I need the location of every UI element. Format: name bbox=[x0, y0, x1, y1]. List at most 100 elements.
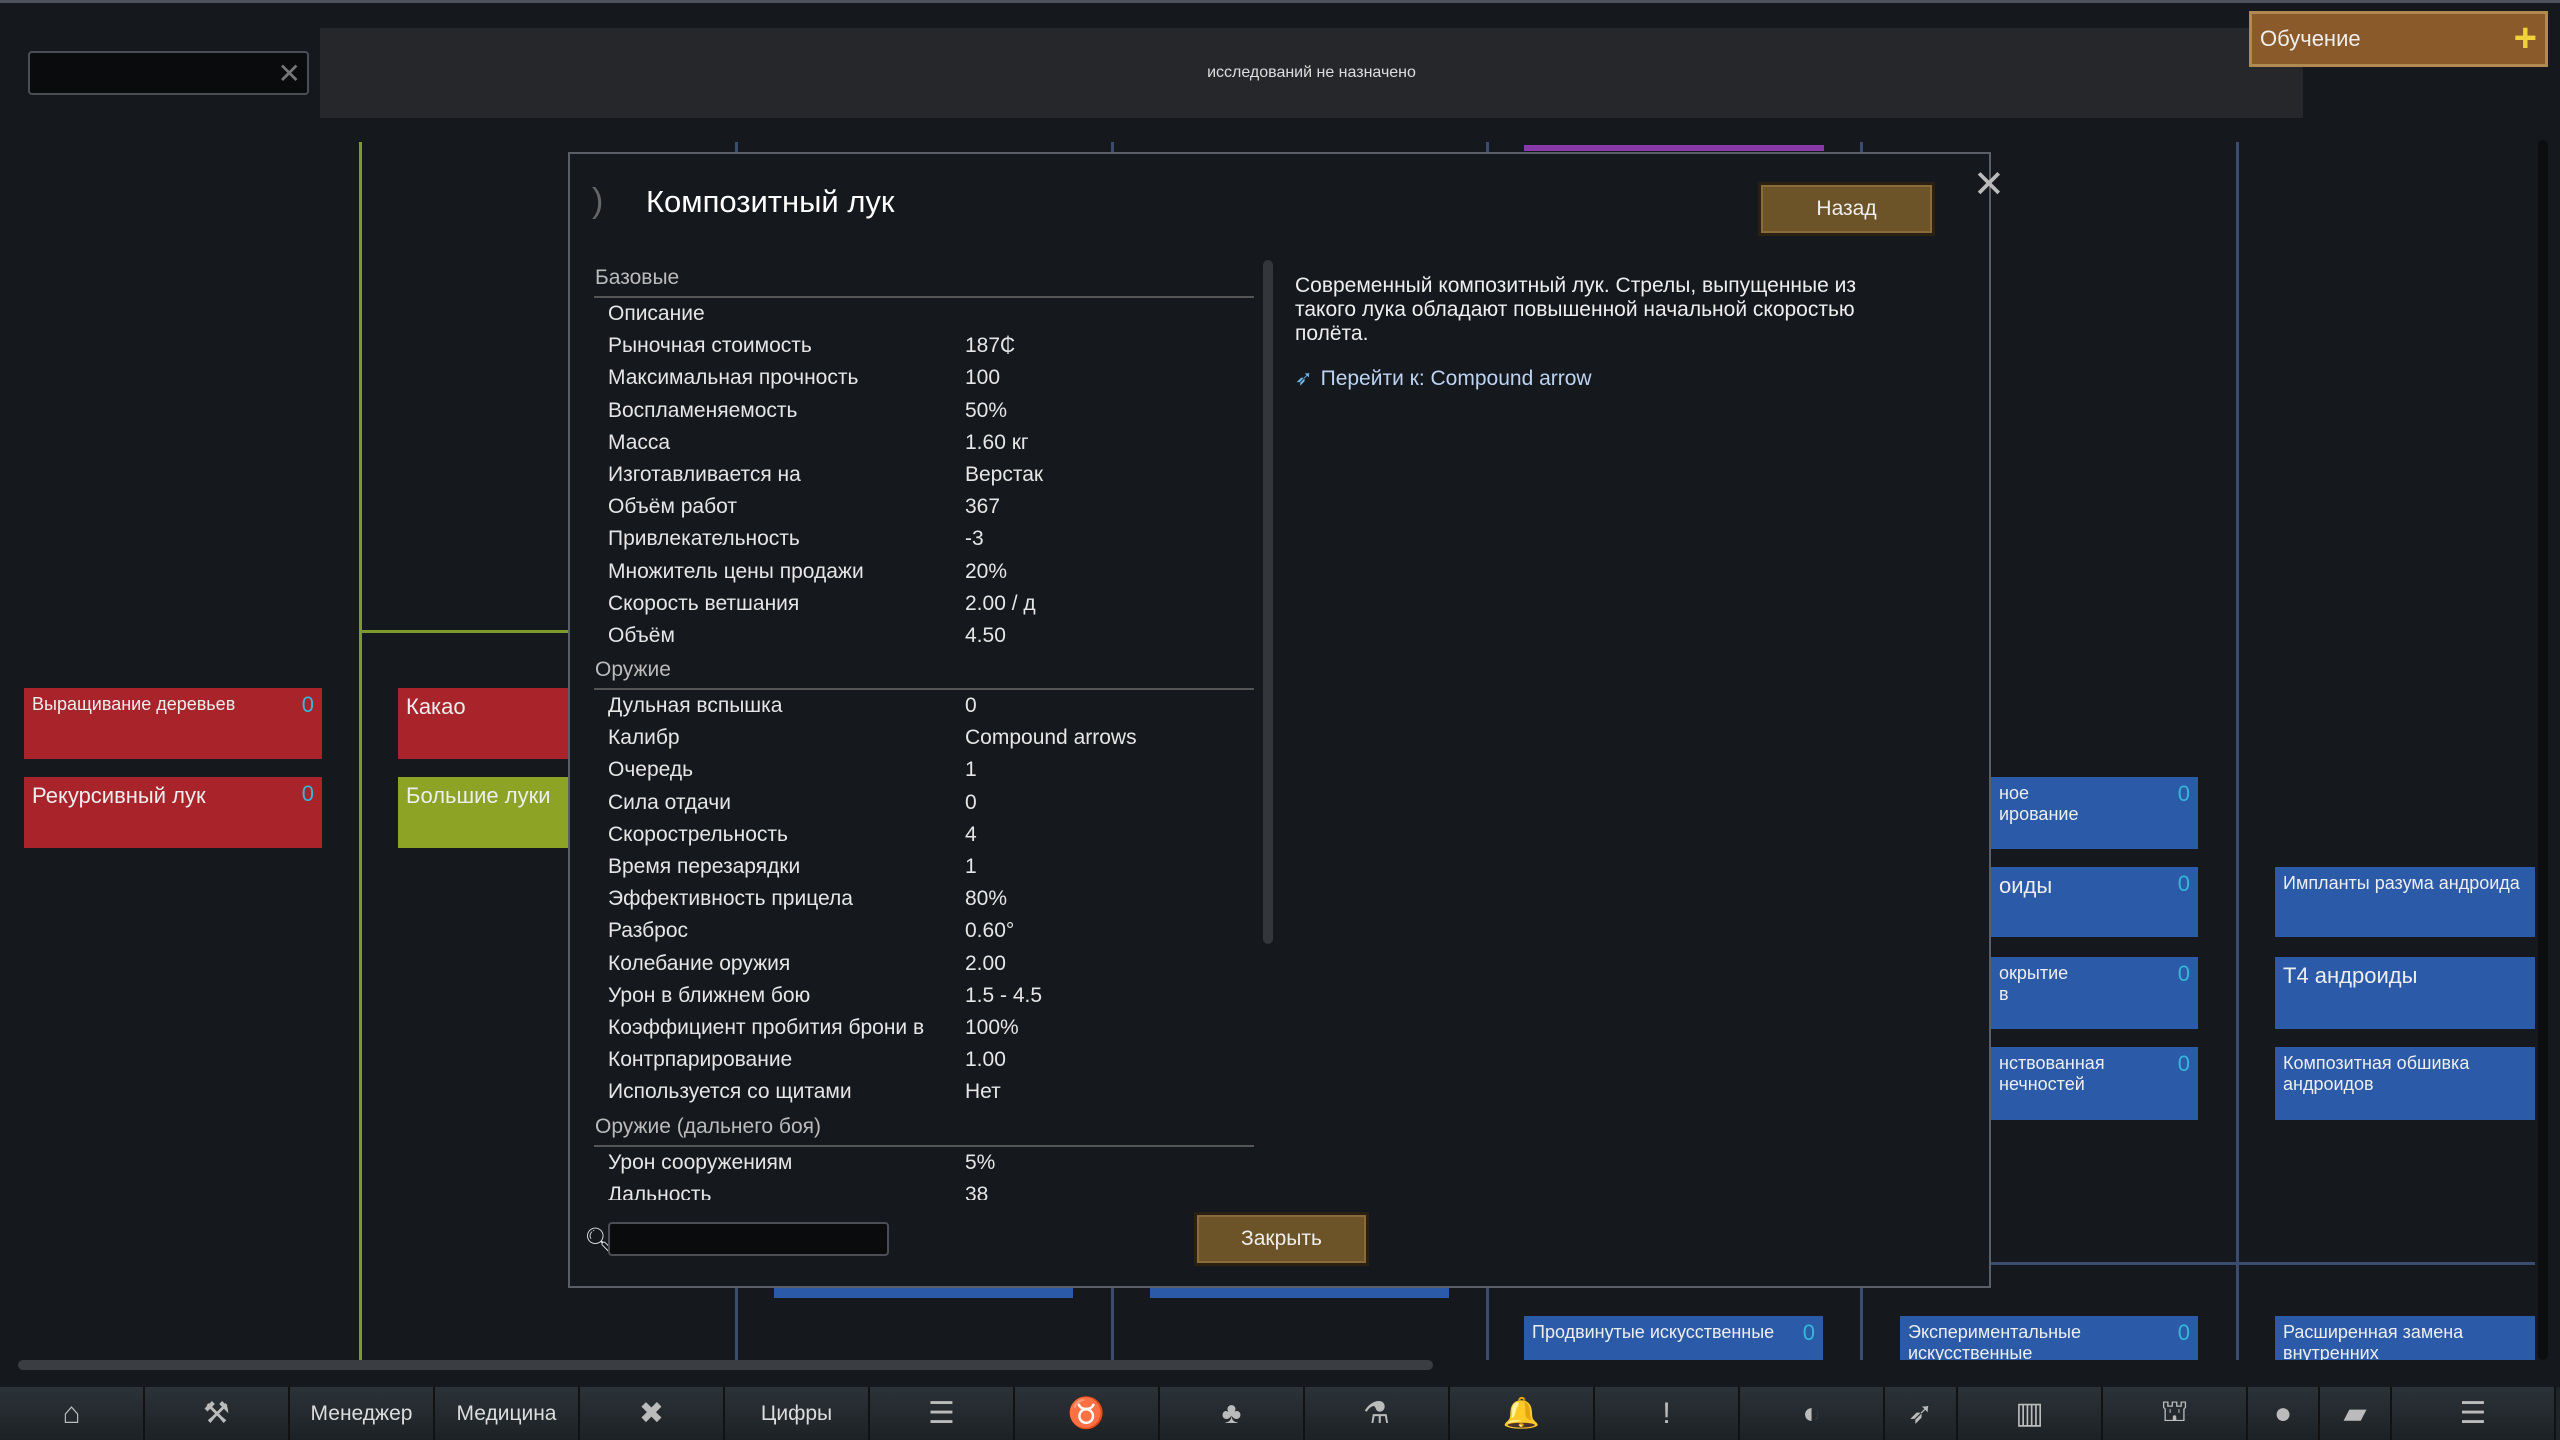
research-node[interactable]: Композитная обшивка андроидов bbox=[2275, 1047, 2535, 1120]
stat-row[interactable]: Максимальная прочность 100 bbox=[594, 362, 1254, 394]
stat-row[interactable]: Сила отдачи 0 bbox=[594, 787, 1254, 819]
dna-button[interactable]: ✖ bbox=[580, 1387, 725, 1440]
arrow-icon: ➶ bbox=[1295, 367, 1313, 390]
stat-row[interactable]: Очередь 1 bbox=[594, 754, 1254, 786]
stat-value: 2.00 / д bbox=[965, 591, 1036, 615]
stat-row[interactable]: Эффективность прицела 80% bbox=[594, 883, 1254, 915]
stat-row[interactable]: Урон сооружениям 5% bbox=[594, 1147, 1254, 1179]
stat-label: Рыночная стоимость bbox=[608, 334, 812, 358]
stat-value: 1 bbox=[965, 855, 977, 878]
vertical-scrollbar[interactable] bbox=[2538, 140, 2548, 1360]
tab-3[interactable]: Медицина bbox=[435, 1387, 580, 1440]
stat-label: Эффективность прицела bbox=[608, 887, 853, 911]
book-icon: ▥ bbox=[2015, 1397, 2044, 1430]
tab-2[interactable]: Менеджер bbox=[290, 1387, 435, 1440]
stat-label: Описание bbox=[608, 302, 705, 325]
stat-row[interactable]: Контрпарирование 1.00 bbox=[594, 1044, 1254, 1076]
research-node[interactable]: ное ирование 0 bbox=[1991, 777, 2198, 849]
stat-row[interactable]: Калибр Compound arrows bbox=[594, 722, 1254, 754]
research-node[interactable]: Расширенная замена внутренних bbox=[2275, 1316, 2535, 1360]
research-node[interactable]: Импланты разума андроида bbox=[2275, 867, 2535, 937]
faction-button[interactable]: ⛫ bbox=[2103, 1387, 2248, 1440]
stat-row[interactable]: Масса 1.60 кг bbox=[594, 427, 1254, 459]
stat-row[interactable]: Воспламеняемость 50% bbox=[594, 395, 1254, 427]
trees-button[interactable]: ♣ bbox=[1160, 1387, 1305, 1440]
stat-label: Колебание оружия bbox=[608, 951, 791, 975]
home-button[interactable]: ⌂ bbox=[0, 1387, 145, 1440]
research-node[interactable]: Какао bbox=[398, 688, 568, 759]
stat-row[interactable]: Описание bbox=[594, 298, 1254, 330]
flask-button[interactable]: ⚗ bbox=[1305, 1387, 1450, 1440]
research-node[interactable]: Большие луки bbox=[398, 777, 568, 848]
research-node[interactable]: Экспериментальные искусственные 0 bbox=[1900, 1316, 2198, 1360]
stat-row[interactable]: Урон в ближнем бою 1.5 - 4.5 bbox=[594, 980, 1254, 1012]
stat-row[interactable]: Дульная вспышка 0 bbox=[594, 690, 1254, 722]
stat-row[interactable]: Колебание оружия 2.00 bbox=[594, 948, 1254, 980]
rocket-button[interactable]: ➶ bbox=[1885, 1387, 1958, 1440]
research-node[interactable]: Рекурсивный лук 0 bbox=[24, 777, 322, 848]
stat-row[interactable]: Используется со щитами Нет bbox=[594, 1076, 1254, 1108]
stat-row[interactable]: Разброс 0.60° bbox=[594, 915, 1254, 947]
stat-value: 5% bbox=[965, 1150, 996, 1174]
stat-row[interactable]: Коэффициент пробития брони в 100% bbox=[594, 1012, 1254, 1044]
stat-row[interactable]: Множитель цены продажи 20% bbox=[594, 556, 1254, 588]
research-node[interactable]: нствованная нечностей 0 bbox=[1991, 1047, 2198, 1120]
research-node[interactable]: T4 андроиды bbox=[2275, 957, 2535, 1029]
stat-label: Разброс bbox=[608, 919, 689, 943]
stat-row[interactable]: Объём работ 367 bbox=[594, 491, 1254, 523]
node-label: Экспериментальные искусственные bbox=[1908, 1322, 2081, 1360]
stat-row[interactable]: Объём 4.50 bbox=[594, 620, 1254, 652]
stat-value: Compound arrows bbox=[965, 726, 1137, 750]
menu-button[interactable]: ☰ bbox=[2392, 1387, 2556, 1440]
tree-search-input[interactable]: ✕ bbox=[28, 51, 309, 95]
horizontal-scrollbar[interactable] bbox=[18, 1360, 1433, 1370]
journal-button[interactable]: ▰ bbox=[2320, 1387, 2392, 1440]
stats-scrollbar[interactable] bbox=[1263, 260, 1273, 944]
stat-row[interactable]: Привлекательность -3 bbox=[594, 523, 1254, 555]
assign-button[interactable]: ☰ bbox=[870, 1387, 1015, 1440]
node-cost: 0 bbox=[1802, 1320, 1815, 1345]
research-node[interactable]: Выращивание деревьев 0 bbox=[24, 688, 322, 759]
research-node[interactable]: Продвинутые искусственные 0 bbox=[1524, 1316, 1823, 1360]
clear-icon[interactable]: ✕ bbox=[277, 58, 301, 89]
stat-row[interactable]: Скорострельность 4 bbox=[594, 819, 1254, 851]
animal-button[interactable]: ♉ bbox=[1015, 1387, 1160, 1440]
research-node[interactable]: окрытие в 0 bbox=[1991, 957, 2198, 1029]
stat-row[interactable]: Изготавливается на Верстак bbox=[594, 459, 1254, 491]
research-banner: исследований не назначено bbox=[320, 28, 2303, 118]
globe-button[interactable]: ◐ bbox=[1740, 1387, 1885, 1440]
alert-button[interactable]: ! bbox=[1595, 1387, 1740, 1440]
journal-icon: ▰ bbox=[2343, 1397, 2367, 1430]
section-header: Оружие bbox=[594, 656, 1254, 691]
node-cost: 0 bbox=[2177, 1051, 2190, 1076]
stat-row[interactable]: Скорость ветшания 2.00 / д bbox=[594, 588, 1254, 620]
node-label: ное ирование bbox=[1999, 783, 2079, 824]
hyperlink-compound-arrow[interactable]: ➶ Перейти к: Compound arrow bbox=[1295, 366, 1592, 391]
close-icon[interactable]: ✕ bbox=[1973, 164, 2005, 206]
node-cost: 0 bbox=[301, 692, 314, 717]
stat-label: Объём bbox=[608, 623, 675, 647]
tab-label: Менеджер bbox=[310, 1401, 413, 1425]
back-button[interactable]: Назад bbox=[1758, 182, 1935, 236]
stat-row[interactable]: Рыночная стоимость 187₵ bbox=[594, 330, 1254, 362]
stat-value: 0 bbox=[965, 790, 977, 814]
stat-value: 0.60° bbox=[965, 919, 1015, 943]
tab-5[interactable]: Цифры bbox=[725, 1387, 870, 1440]
stats-search-input[interactable] bbox=[608, 1222, 889, 1256]
section-header: Базовые bbox=[594, 264, 1254, 298]
close-button[interactable]: Закрыть bbox=[1194, 1212, 1369, 1266]
stat-row[interactable]: Дальность 38 bbox=[594, 1179, 1254, 1200]
stat-value: 100 bbox=[965, 366, 1001, 390]
bulb-button[interactable]: ● bbox=[2248, 1387, 2320, 1440]
bell-button[interactable]: 🔔 bbox=[1450, 1387, 1595, 1440]
node-label: Большие луки bbox=[406, 783, 551, 808]
stat-value: 0 bbox=[965, 694, 977, 718]
bulb-icon: ● bbox=[2273, 1396, 2293, 1430]
stat-value: Нет bbox=[965, 1080, 1001, 1104]
hammer-button[interactable]: ⚒ bbox=[145, 1387, 290, 1440]
stat-row[interactable]: Время перезарядки 1 bbox=[594, 851, 1254, 883]
research-node[interactable]: оиды 0 bbox=[1991, 867, 2198, 937]
book-button[interactable]: ▥ bbox=[1958, 1387, 2103, 1440]
tree-line bbox=[359, 630, 569, 633]
learning-button[interactable]: Обучение + bbox=[2249, 11, 2548, 67]
